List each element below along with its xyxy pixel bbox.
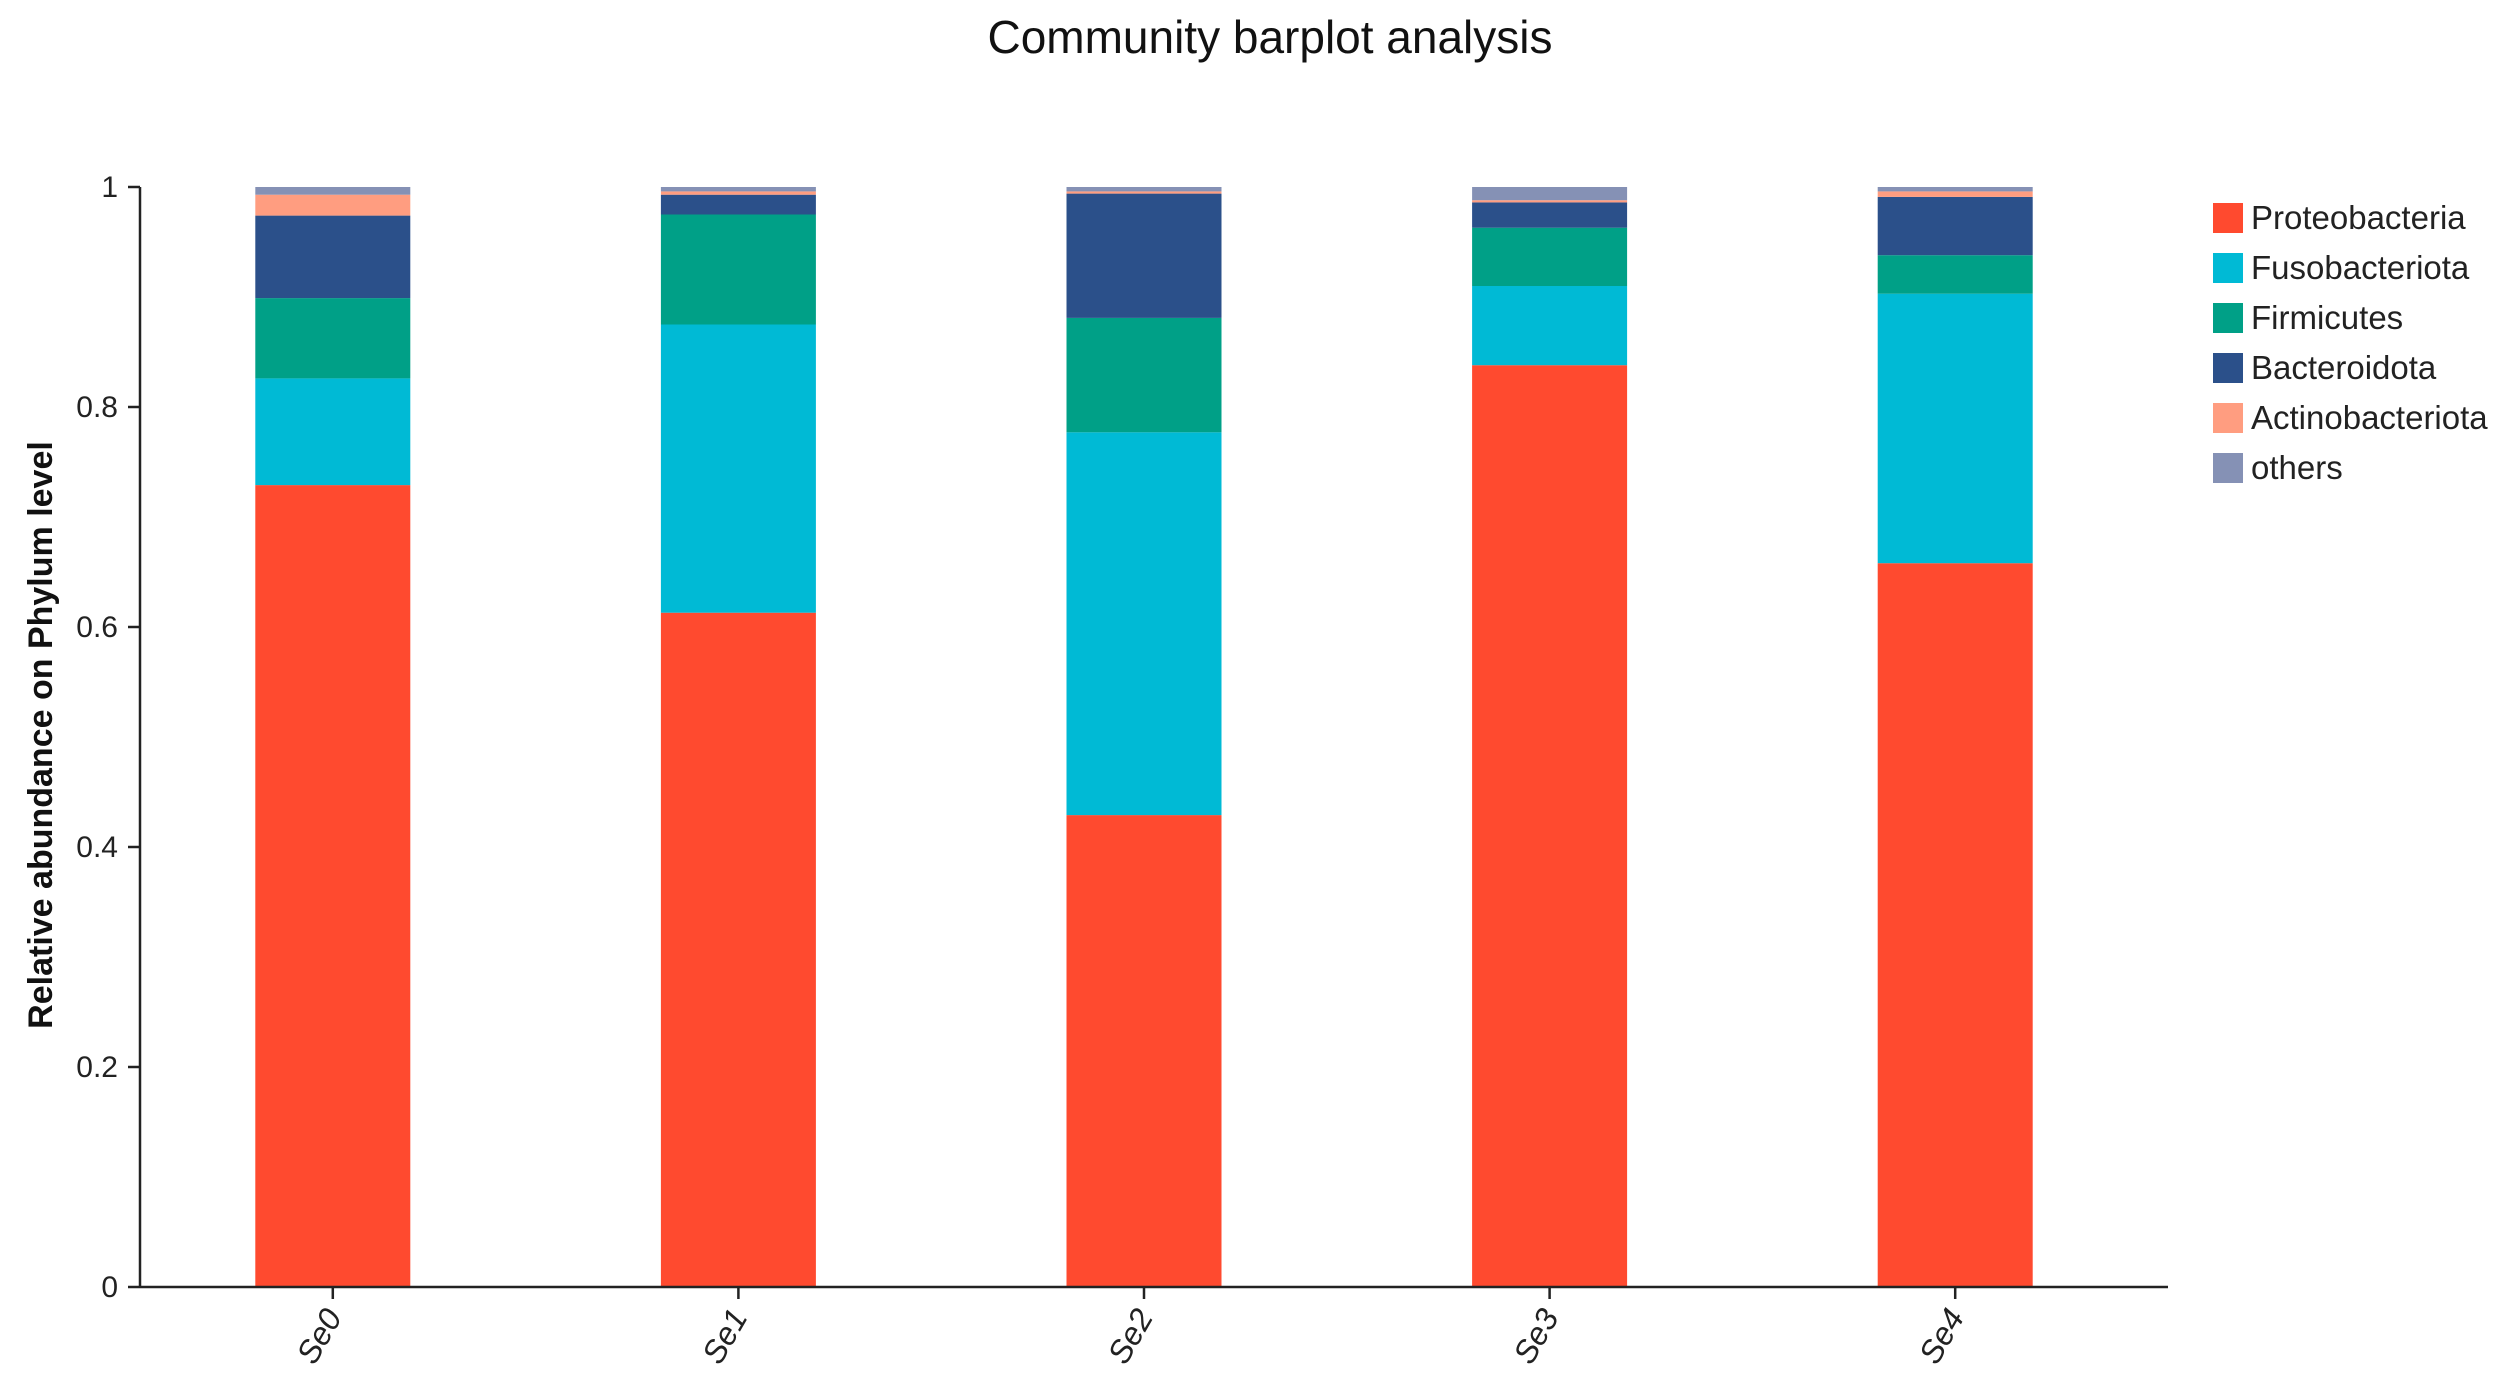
bar-segment-others-se0 [255,187,411,195]
bar-segment-bacteroidota-se0 [255,215,411,299]
x-tick-label: Se1 [695,1303,755,1370]
legend-swatch [2213,203,2243,233]
legend-swatch [2213,253,2243,283]
y-tick-label: 0.6 [76,611,118,644]
legend-item-others: others [2213,449,2343,486]
bar-segment-others-se2 [1066,187,1222,192]
bar-segment-actinobacteriota-se3 [1472,200,1628,203]
bar-segment-fusobacteriota-se4 [1877,293,2033,564]
bar-segment-others-se4 [1877,187,2033,192]
bar-segment-proteobacteria-se0 [255,485,411,1288]
x-tick-label: Se4 [1912,1303,1972,1370]
x-tick-label: Se0 [289,1302,349,1369]
bar-segment-firmicutes-se2 [1066,317,1222,433]
x-tick-label: Se3 [1506,1302,1566,1369]
y-axis: 0 0.2 0.4 0.6 0.8 1 [76,171,142,1304]
bar-segment-proteobacteria-se3 [1472,365,1628,1287]
bar-segment-firmicutes-se1 [660,214,816,325]
bar-segment-firmicutes-se3 [1472,227,1628,286]
y-tick-label: 0.4 [76,831,118,864]
bar-segment-actinobacteriota-se1 [660,191,816,195]
bar-segment-fusobacteriota-se0 [255,378,411,486]
bar-segment-actinobacteriota-se4 [1877,191,2033,197]
y-tick-label: 0 [101,1271,118,1304]
legend-swatch [2213,453,2243,483]
bar-segment-firmicutes-se0 [255,298,411,379]
legend-label: others [2251,449,2343,486]
legend-swatch [2213,303,2243,333]
legend-swatch [2213,403,2243,433]
legend-label: Proteobacteria [2251,199,2466,236]
legend-label: Actinobacteriota [2251,399,2488,436]
legend-item-actinobacteriota: Actinobacteriota [2213,399,2488,436]
bar-stack-se2 [1066,187,1222,1287]
bar-segment-others-se1 [660,187,816,192]
bar-stack-se4 [1877,187,2033,1287]
bar-segment-actinobacteriota-se0 [255,194,411,216]
x-tick-label: Se2 [1100,1302,1160,1369]
bar-segment-bacteroidota-se1 [660,194,816,215]
y-axis-label: Relative abundance on Phylum level [22,441,60,1029]
bar-segment-bacteroidota-se4 [1877,196,2033,256]
legend-label: Fusobacteriota [2251,249,2470,286]
legend-item-firmicutes: Firmicutes [2213,299,2403,336]
legend-label: Firmicutes [2251,299,2403,336]
bar-segment-proteobacteria-se1 [660,612,816,1287]
y-tick-label: 1 [101,171,118,204]
bar-segment-proteobacteria-se4 [1877,563,2033,1287]
y-tick-label: 0.8 [76,391,118,424]
chart-title: Community barplot analysis [987,11,1552,63]
x-axis: Se0 Se1 Se2 Se3 Se4 [140,1285,2168,1370]
legend-item-bacteroidota: Bacteroidota [2213,349,2437,386]
bar-segment-actinobacteriota-se2 [1066,191,1222,194]
bar-segment-others-se3 [1472,187,1628,201]
legend: Proteobacteria Fusobacteriota Firmicutes Ba… [2213,199,2488,486]
legend-label: Bacteroidota [2251,349,2437,386]
bar-stack-se1 [660,187,816,1287]
bar-segment-firmicutes-se4 [1877,255,2033,294]
bar-segment-fusobacteriota-se2 [1066,432,1222,816]
bar-segment-proteobacteria-se2 [1066,815,1222,1287]
bar-stack-se0 [255,187,411,1288]
bar-segment-fusobacteriota-se3 [1472,286,1628,366]
legend-item-fusobacteriota: Fusobacteriota [2213,249,2470,286]
y-tick-label: 0.2 [76,1051,118,1084]
legend-item-proteobacteria: Proteobacteria [2213,199,2466,236]
bar-segment-bacteroidota-se2 [1066,193,1222,318]
bar-segment-fusobacteriota-se1 [660,324,816,613]
bar-segment-bacteroidota-se3 [1472,202,1628,228]
bar-stack-se3 [1472,187,1628,1287]
bars-group [255,187,2033,1288]
legend-swatch [2213,353,2243,383]
